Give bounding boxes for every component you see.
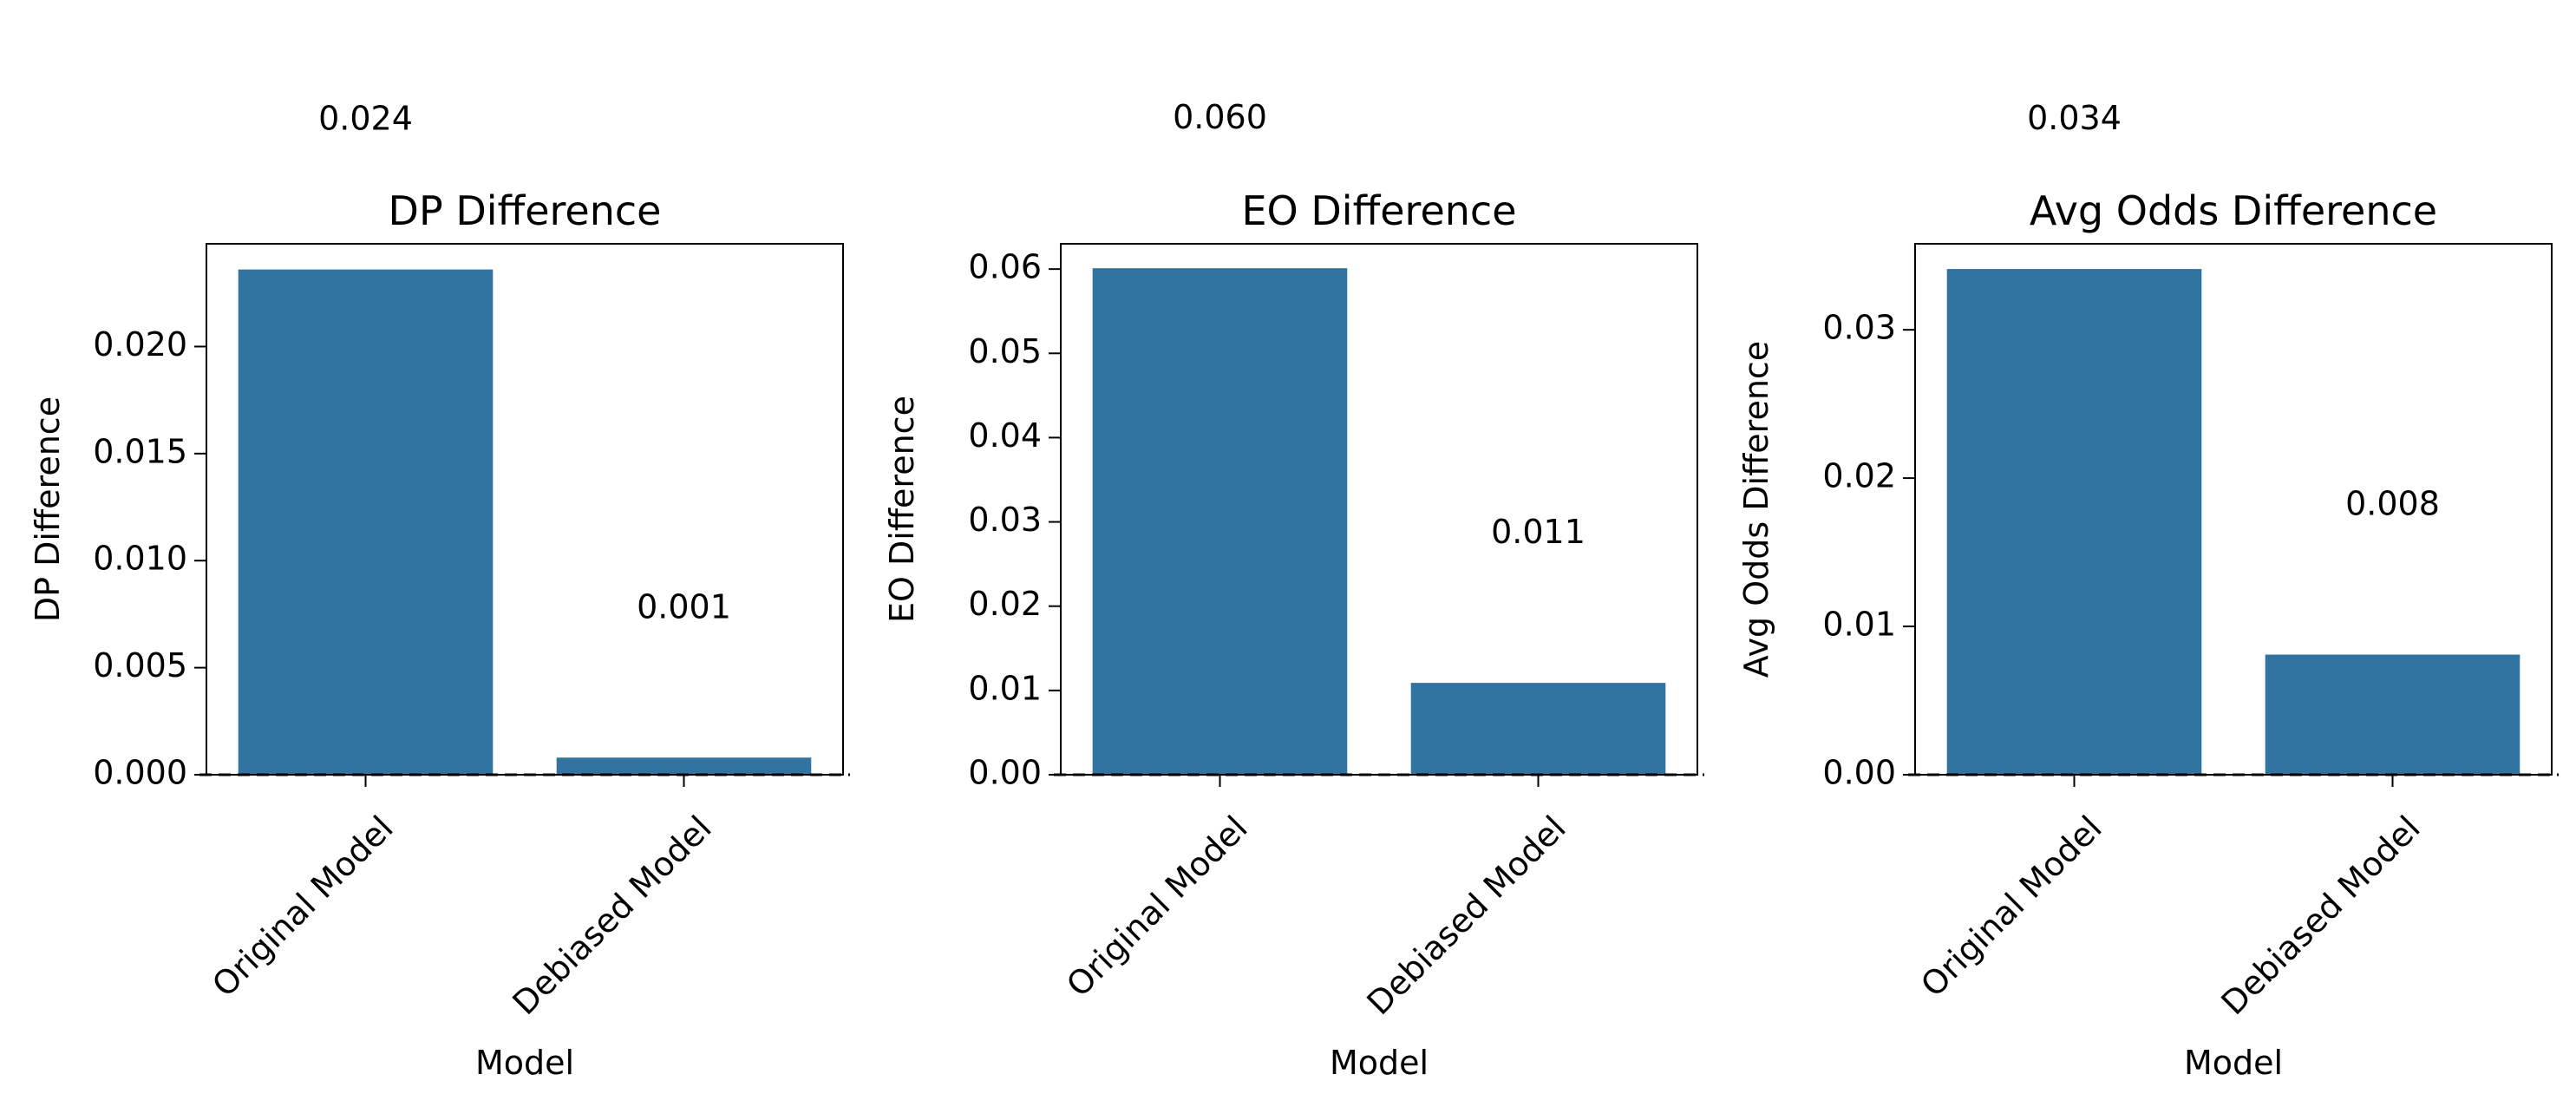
y-tick-label: 0.015	[93, 432, 187, 470]
y-tick-label: 0.03	[968, 501, 1042, 539]
y-axis-label: EO Difference	[883, 396, 921, 623]
y-tick-label: 0.05	[968, 332, 1042, 370]
bar-value-label: 0.011	[1491, 513, 1585, 551]
chart-panel-2: 0.060 Original Model 0.011 Debiased Model 0.…	[883, 98, 1704, 1082]
bar	[238, 269, 494, 775]
axes-frame	[206, 243, 844, 776]
axes-frame	[1060, 243, 1698, 776]
x-tick-label: Debiased Model	[2214, 809, 2428, 1022]
bar	[1410, 683, 1666, 775]
y-tick-label: 0.03	[1822, 309, 1896, 347]
bar	[1946, 269, 2202, 775]
y-tick-label: 0.010	[93, 540, 187, 578]
x-axis-label: Model	[2184, 1044, 2283, 1082]
bar-value-label: 0.008	[2345, 485, 2440, 523]
x-tick-label: Original Model	[1059, 809, 1254, 1004]
chart-title: EO Difference	[1241, 187, 1516, 234]
x-axis-label: Model	[1330, 1044, 1429, 1082]
y-axis-label: DP Difference	[29, 396, 67, 622]
chart-panel-1: 0.024 Original Model 0.001 Debiased Model 0.…	[29, 100, 850, 1082]
x-tick-label: Original Model	[205, 809, 400, 1004]
bar-value-label: 0.060	[1173, 98, 1267, 136]
y-tick-label: 0.000	[93, 754, 187, 792]
y-tick-label: 0.06	[968, 248, 1042, 286]
y-tick-label: 0.00	[968, 754, 1042, 792]
axes-frame	[1914, 243, 2553, 776]
x-tick-label: Debiased Model	[506, 809, 719, 1022]
bar-value-label: 0.024	[318, 100, 413, 138]
y-tick-label: 0.01	[1822, 606, 1896, 644]
chart-panel-3: 0.034 Original Model 0.008 Debiased Model 0.…	[1737, 99, 2559, 1082]
chart-title: Avg Odds Difference	[2030, 187, 2437, 234]
y-tick-label: 0.01	[968, 669, 1042, 707]
y-axis-label: Avg Odds Difference	[1737, 341, 1775, 678]
bar	[1092, 268, 1348, 776]
y-tick-label: 0.00	[1822, 754, 1896, 792]
x-axis-label: Model	[475, 1044, 574, 1082]
bar-value-label: 0.001	[637, 587, 731, 626]
bar	[556, 757, 812, 775]
chart-title: DP Difference	[389, 187, 662, 234]
y-tick-label: 0.005	[93, 646, 187, 685]
y-tick-label: 0.02	[968, 585, 1042, 623]
y-tick-label: 0.02	[1822, 457, 1896, 495]
y-tick-label: 0.04	[968, 416, 1042, 455]
x-tick-label: Debiased Model	[1360, 809, 1573, 1022]
x-tick-label: Original Model	[1913, 809, 2109, 1004]
y-tick-label: 0.020	[93, 325, 187, 364]
bar-value-label: 0.034	[2027, 99, 2122, 137]
bar	[2265, 654, 2520, 775]
